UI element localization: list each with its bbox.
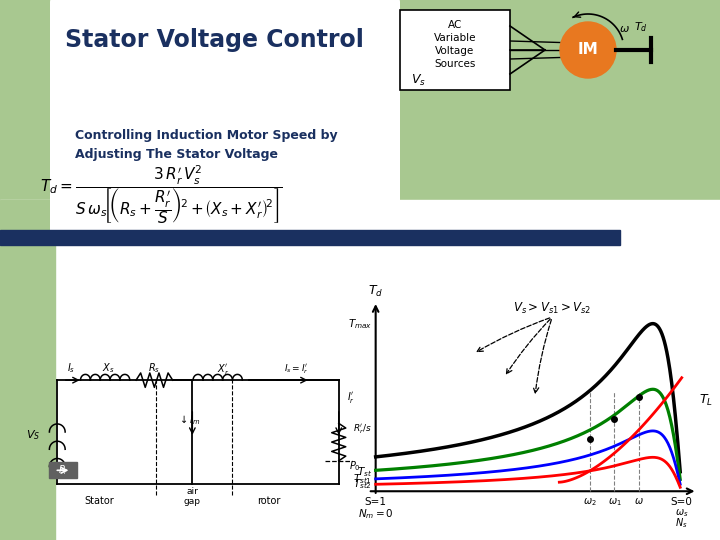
Text: rotor: rotor (256, 496, 280, 506)
Text: Sources: Sources (434, 59, 476, 69)
Text: $R_s$: $R_s$ (148, 361, 161, 375)
Text: IM: IM (577, 43, 598, 57)
Text: $\omega$: $\omega$ (634, 496, 644, 506)
Text: $T_d$: $T_d$ (368, 284, 383, 299)
Text: Voltage: Voltage (436, 46, 474, 56)
Bar (49, 462, 77, 478)
Text: Variable: Variable (433, 33, 476, 43)
Text: Stator: Stator (85, 496, 114, 506)
Text: $R_r'/s$: $R_r'/s$ (353, 423, 372, 436)
Text: $X_r'$: $X_r'$ (217, 361, 230, 376)
FancyBboxPatch shape (50, 0, 400, 245)
Text: $V_S$: $V_S$ (26, 428, 40, 442)
Bar (0, 230, 620, 245)
Text: $I_r'$: $I_r'$ (347, 390, 355, 406)
Text: $N_s$: $N_s$ (675, 516, 688, 530)
Text: $P_0$: $P_0$ (348, 460, 360, 473)
Text: $T_d = \dfrac{3\,R_r^{\prime}\,V_s^2}{S\,\omega_s\!\left[\!\left(R_s+\dfrac{R_r^: $T_d = \dfrac{3\,R_r^{\prime}\,V_s^2}{S\… (40, 163, 282, 226)
Circle shape (560, 22, 616, 78)
Text: $N_m=0$: $N_m=0$ (358, 507, 394, 521)
Text: $\omega$: $\omega$ (618, 24, 629, 34)
Bar (400, 10, 510, 90)
Text: $\omega_2$: $\omega_2$ (583, 496, 597, 508)
Text: $T_{st2}$: $T_{st2}$ (353, 477, 372, 491)
Text: $I_s$: $I_s$ (67, 361, 76, 375)
Bar (0, 200, 720, 540)
Text: $\downarrow I_m$: $\downarrow I_m$ (179, 413, 202, 427)
Text: $T_{max}$: $T_{max}$ (348, 317, 372, 330)
Text: $\omega_1$: $\omega_1$ (608, 496, 621, 508)
Text: $T_d$: $T_d$ (634, 20, 648, 34)
Text: S=1: S=1 (364, 497, 387, 507)
Text: $V_s$: $V_s$ (410, 72, 426, 87)
Text: $X_s$: $X_s$ (102, 361, 114, 375)
Text: air
gap: air gap (184, 487, 201, 506)
Text: Controlling Induction Motor Speed by
Adjusting The Stator Voltage: Controlling Induction Motor Speed by Adj… (75, 129, 338, 161)
Text: $T_{st}$: $T_{st}$ (356, 465, 372, 478)
Text: S=0: S=0 (671, 497, 693, 507)
Text: $I_s{=}I_r'$: $I_s{=}I_r'$ (284, 362, 309, 376)
Text: $\omega_s$: $\omega_s$ (675, 507, 688, 519)
Text: $V_s > V_{s1} > V_{s2}$: $V_s > V_{s1} > V_{s2}$ (513, 300, 591, 315)
Bar (0, 200, 55, 540)
Text: AC: AC (448, 20, 462, 30)
Text: $T_{st1}$: $T_{st1}$ (353, 472, 372, 486)
Text: Stator Voltage Control: Stator Voltage Control (65, 28, 364, 52)
Text: $T_L$: $T_L$ (699, 393, 714, 408)
Text: $P_i$: $P_i$ (58, 463, 68, 477)
